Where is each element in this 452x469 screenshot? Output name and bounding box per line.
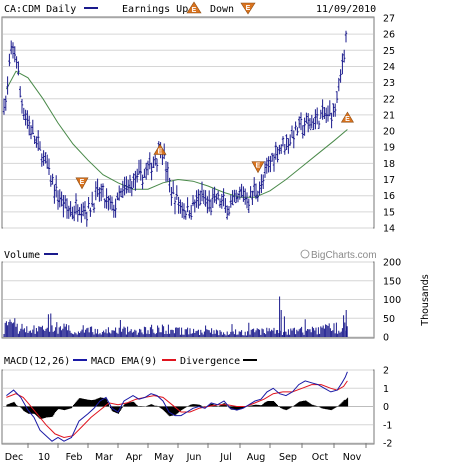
earnings-up-marker: E bbox=[153, 143, 167, 155]
macd-y-tick: 1 bbox=[383, 384, 389, 395]
volume-y-tick: 0 bbox=[383, 333, 389, 344]
earnings-marker-letter: E bbox=[80, 179, 85, 186]
earnings-down-icon: E bbox=[240, 2, 256, 15]
x-tick-label: Nov bbox=[343, 452, 362, 463]
x-tick-label: Aug bbox=[247, 452, 266, 463]
volume-y-tick: 200 bbox=[383, 258, 401, 269]
price-y-tick: 16 bbox=[383, 191, 395, 202]
earnings-up-icon-letter: E bbox=[192, 7, 197, 14]
earnings-up-icon: E bbox=[186, 1, 202, 14]
macd-y-tick-labels: 2 1 0 -1 -2 bbox=[383, 366, 392, 450]
divergence-histogram bbox=[6, 397, 349, 420]
macd-y-tick: -1 bbox=[383, 420, 392, 431]
x-tick-label: May bbox=[154, 452, 174, 463]
earnings-up-marker: E bbox=[340, 111, 354, 123]
price-bars bbox=[2, 30, 348, 227]
macd-y-tick: 0 bbox=[383, 402, 389, 413]
legend-earnings-down: Down bbox=[210, 4, 234, 15]
volume-unit-label: Thousands bbox=[420, 274, 431, 326]
price-y-tick: 19 bbox=[383, 143, 395, 154]
earnings-down-marker: E bbox=[75, 177, 89, 190]
x-tick-label: Oct bbox=[312, 452, 329, 463]
price-y-tick: 22 bbox=[383, 94, 395, 105]
macd-ema-line bbox=[6, 380, 348, 439]
legend-earnings-up: Earnings Up bbox=[122, 4, 188, 15]
earnings-marker-shape bbox=[75, 177, 89, 190]
price-y-tick-labels: 27 26 25 24 23 22 21 20 19 18 17 16 15 14 bbox=[383, 14, 395, 235]
macd-legend-label: MACD(12,26) bbox=[4, 356, 70, 367]
price-y-tick: 26 bbox=[383, 30, 395, 41]
macd-y-tick: -2 bbox=[383, 439, 392, 450]
watermark-text: BigCharts.com bbox=[311, 250, 377, 261]
earnings-marker-letter: E bbox=[345, 116, 350, 123]
price-y-tick: 20 bbox=[383, 127, 395, 138]
x-tick-label: Sep bbox=[279, 452, 297, 463]
price-title: CA:CDM Daily bbox=[4, 4, 76, 15]
volume-y-tick: 100 bbox=[383, 295, 401, 306]
volume-title: Volume bbox=[4, 250, 40, 261]
price-panel: 27 26 25 24 23 22 21 20 19 18 17 16 15 14 E E E E CA:CDM… bbox=[1, 1, 395, 235]
price-y-tick: 15 bbox=[383, 207, 395, 218]
earnings-marker-shape bbox=[340, 111, 354, 123]
x-tick-label: Feb bbox=[66, 452, 83, 463]
x-tick-marks bbox=[27, 443, 367, 448]
price-y-tick: 18 bbox=[383, 159, 395, 170]
price-y-tick: 14 bbox=[383, 224, 395, 235]
earnings-down-icon-letter: E bbox=[246, 5, 251, 12]
x-axis: Dec 10 Feb Mar Apr May Jun Jul Aug Sep Oct Nov bbox=[5, 443, 367, 463]
price-y-tick: 24 bbox=[383, 62, 395, 73]
x-tick-label: Apr bbox=[126, 452, 143, 463]
volume-y-tick-labels: 200 150 100 50 0 bbox=[383, 258, 401, 344]
volume-panel: Volume 200 150 100 50 0 Thousands BigCharts.… bbox=[1, 249, 431, 344]
earnings-marker-shape bbox=[153, 143, 167, 155]
x-tick-label: Dec bbox=[5, 452, 23, 463]
x-tick-label: Jun bbox=[186, 452, 202, 463]
earnings-marker-shape bbox=[251, 161, 265, 174]
price-y-tick: 21 bbox=[383, 110, 395, 121]
x-tick-label: Mar bbox=[95, 452, 113, 463]
macd-panel: MACD(12,26) MACD EMA(9) Divergence 2 1 0 -1… bbox=[1, 356, 392, 450]
chart-date: 11/09/2010 bbox=[316, 4, 376, 15]
price-y-tick: 27 bbox=[383, 14, 395, 25]
moving-average-line bbox=[5, 70, 348, 198]
copyright-icon bbox=[300, 249, 310, 259]
earnings-marker-letter: E bbox=[158, 148, 163, 155]
price-y-tick: 17 bbox=[383, 175, 395, 186]
watermark: BigCharts.com bbox=[300, 249, 377, 261]
volume-y-tick: 150 bbox=[383, 276, 401, 287]
volume-y-tick: 50 bbox=[383, 314, 395, 325]
x-tick-label: Jul bbox=[219, 452, 231, 463]
volume-bars bbox=[3, 296, 348, 337]
earnings-marker-letter: E bbox=[256, 163, 261, 170]
macd-line bbox=[6, 371, 348, 442]
x-tick-label: 10 bbox=[38, 452, 50, 463]
x-tick-labels: Dec 10 Feb Mar Apr May Jun Jul Aug Sep Oct Nov bbox=[5, 452, 362, 463]
price-y-tick: 23 bbox=[383, 78, 395, 89]
earnings-down-marker: E bbox=[251, 161, 265, 174]
macd-y-tick: 2 bbox=[383, 366, 389, 377]
macd-ema-legend-label: MACD EMA(9) bbox=[91, 356, 157, 367]
divergence-legend-label: Divergence bbox=[180, 356, 240, 367]
price-y-tick: 25 bbox=[383, 46, 395, 57]
earnings-markers: E E E E bbox=[75, 111, 354, 190]
